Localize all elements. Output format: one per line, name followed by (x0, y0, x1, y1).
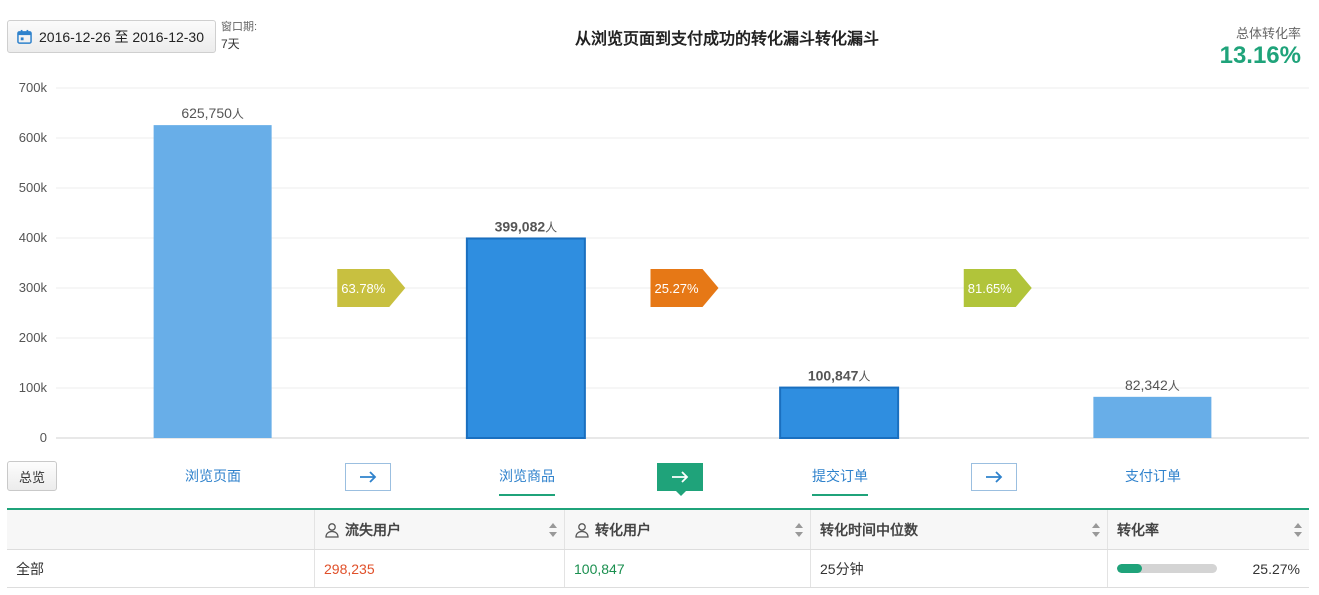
stage-label: 支付订单 (1125, 468, 1181, 484)
window-period-value: 7天 (221, 37, 240, 51)
y-tick-label: 100k (19, 380, 48, 395)
y-tick-label: 500k (19, 180, 48, 195)
header-label: 转化率 (1117, 521, 1159, 538)
bar-value-unit: 人 (232, 107, 244, 121)
row-lost-users: 298,235 (315, 550, 565, 587)
stage-browse-page[interactable]: 浏览页面 (153, 466, 273, 486)
bar (153, 125, 272, 438)
funnel-bar-chart: 0100k200k300k400k500k600k700k625,750人399… (19, 80, 1309, 445)
row-median-time: 25分钟 (811, 550, 1108, 587)
y-tick-label: 600k (19, 130, 48, 145)
overall-conversion-value: 13.16% (1219, 42, 1301, 69)
user-icon (325, 522, 339, 538)
stage-underline (812, 494, 868, 496)
page-title: 从浏览页面到支付成功的转化漏斗转化漏斗 (574, 31, 879, 48)
header-cell-median-time[interactable]: 转化时间中位数 (811, 510, 1108, 549)
bar-value-number: 399,082 (495, 218, 546, 234)
overall-conversion-label: 总体转化率 (1235, 26, 1301, 41)
stage-underline (499, 494, 555, 496)
conversion-rate-tag-label: 63.78% (341, 281, 386, 296)
header-cell-converted-users[interactable]: 转化用户 (565, 510, 811, 549)
header-label: 流失用户 (345, 521, 401, 538)
conversion-rate-progress-bar (1117, 564, 1217, 573)
conversion-rate-tag-label: 81.65% (968, 281, 1013, 296)
step-arrow-button-3[interactable] (971, 463, 1017, 491)
arrow-right-icon (672, 471, 689, 483)
header-cell-group (7, 510, 315, 549)
y-tick-label: 0 (40, 430, 47, 445)
conversion-rate-tag (337, 269, 406, 307)
stage-label: 浏览商品 (499, 468, 555, 484)
bar-value-number: 82,342 (1125, 377, 1168, 393)
overview-button[interactable]: 总览 (7, 461, 57, 491)
date-range-text: 2016-12-26 至 2016-12-30 (39, 28, 205, 45)
bar-value-label: 100,847人 (808, 368, 871, 384)
sort-icon[interactable] (548, 522, 558, 538)
conversion-rate-value: 25.27% (1252, 560, 1300, 577)
step-arrow-button-1[interactable] (345, 463, 391, 491)
conversion-rate-tag-label: 25.27% (655, 281, 700, 296)
stage-label: 提交订单 (812, 468, 868, 484)
conversion-rate-progress-fill (1117, 564, 1143, 573)
window-period-label: 窗口期: (221, 21, 258, 33)
y-tick-label: 700k (19, 80, 48, 95)
header-cell-conversion-rate[interactable]: 转化率 (1108, 510, 1309, 549)
date-range-picker[interactable]: 2016-12-26 至 2016-12-30 (7, 20, 216, 53)
arrow-right-icon (986, 471, 1003, 483)
sort-icon[interactable] (1293, 522, 1303, 538)
header-cell-lost-users[interactable]: 流失用户 (315, 510, 565, 549)
bar-value-number: 625,750 (181, 105, 232, 121)
row-group-name: 全部 (7, 550, 315, 587)
stage-browse-product[interactable]: 浏览商品 (467, 466, 587, 496)
header-label: 转化用户 (595, 521, 651, 538)
stage-pay-order[interactable]: 支付订单 (1093, 466, 1213, 486)
bar (779, 386, 900, 440)
funnel-table: 流失用户 转化用户 转化时间中位数 转化率 全部 298,235 100,847… (7, 508, 1309, 588)
calendar-icon (17, 29, 32, 44)
bar-value-label: 399,082人 (495, 218, 558, 234)
bar-value-label: 82,342人 (1125, 377, 1180, 393)
table-row: 全部 298,235 100,847 25分钟 25.27% (7, 550, 1309, 588)
sort-icon[interactable] (794, 522, 804, 538)
row-conversion-rate: 25.27% (1108, 550, 1309, 587)
y-tick-label: 400k (19, 230, 48, 245)
stage-submit-order[interactable]: 提交订单 (780, 466, 900, 496)
table-header-row: 流失用户 转化用户 转化时间中位数 转化率 (7, 510, 1309, 550)
bar-value-number: 100,847 (808, 368, 859, 384)
bar-value-unit: 人 (1168, 379, 1180, 393)
stage-label: 浏览页面 (185, 468, 241, 484)
bar (465, 237, 586, 439)
conversion-rate-tag (650, 269, 719, 307)
bar (1093, 396, 1212, 438)
sort-icon[interactable] (1091, 522, 1101, 538)
y-tick-label: 200k (19, 330, 48, 345)
bar-value-label: 625,750人 (181, 105, 244, 121)
arrow-right-icon (360, 471, 377, 483)
y-tick-label: 300k (19, 280, 48, 295)
row-converted-users: 100,847 (565, 550, 811, 587)
conversion-rate-tag (963, 269, 1032, 307)
header-label: 转化时间中位数 (820, 521, 918, 538)
user-icon (575, 522, 589, 538)
bar-value-unit: 人 (545, 220, 557, 234)
bar-value-unit: 人 (858, 370, 870, 384)
step-arrow-button-2[interactable] (657, 463, 703, 496)
